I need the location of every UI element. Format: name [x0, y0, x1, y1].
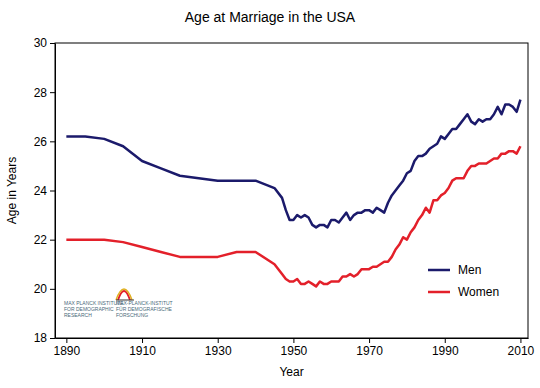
- x-tick: 1910: [129, 338, 156, 358]
- y-tick-label: 28: [34, 86, 48, 100]
- x-tick-mark: [520, 338, 521, 343]
- y-tick: 24: [34, 184, 55, 198]
- logo: MAX PLANCK INSTITUTEFOR DEMOGRAPHICRESEA…: [64, 289, 173, 318]
- x-tick-mark: [142, 338, 143, 343]
- y-tick-mark: [50, 338, 55, 339]
- y-tick: 26: [34, 135, 55, 149]
- x-tick-mark: [445, 338, 446, 343]
- logo-icon: [116, 289, 132, 300]
- y-tick: 22: [34, 233, 55, 247]
- x-tick-label: 1890: [54, 344, 81, 358]
- y-tick: 30: [34, 36, 55, 50]
- legend-swatch: [428, 291, 450, 294]
- x-tick-mark: [218, 338, 219, 343]
- y-tick: 28: [34, 86, 55, 100]
- x-tick: 1930: [205, 338, 232, 358]
- y-tick-label: 24: [34, 184, 48, 198]
- y-tick-mark: [50, 141, 55, 142]
- y-tick: 18: [34, 331, 55, 345]
- y-axis-title: Age in Years: [5, 157, 19, 224]
- x-tick: 1950: [281, 338, 308, 358]
- y-tick-label: 20: [34, 282, 48, 296]
- y-tick-label: 26: [34, 135, 48, 149]
- y-tick-mark: [50, 240, 55, 241]
- line-series: [66, 146, 520, 286]
- y-tick-mark: [50, 92, 55, 93]
- x-tick-mark: [66, 338, 67, 343]
- line-series: [66, 100, 520, 228]
- x-tick-label: 2010: [508, 344, 535, 358]
- x-tick-label: 1970: [356, 344, 383, 358]
- y-tick-label: 18: [34, 331, 48, 345]
- x-tick-label: 1910: [129, 344, 156, 358]
- legend-swatch: [428, 269, 450, 272]
- legend-label: Men: [458, 263, 481, 277]
- plot-frame: [55, 43, 528, 338]
- x-tick-mark: [293, 338, 294, 343]
- chart: Age at Marriage in the USA Year Age in Yea…: [0, 0, 540, 388]
- x-tick: 2010: [508, 338, 535, 358]
- y-tick-mark: [50, 191, 55, 192]
- x-tick: 1890: [54, 338, 81, 358]
- logo-text: FORSCHUNG: [116, 312, 148, 318]
- title: Age at Marriage in the USA: [185, 9, 356, 25]
- logo-text: RESEARCH: [64, 312, 92, 318]
- legend: Men Women: [428, 263, 499, 299]
- x-tick: 1970: [356, 338, 383, 358]
- y-tick-label: 30: [34, 36, 48, 50]
- x-tick-label: 1930: [205, 344, 232, 358]
- y-tick-mark: [50, 289, 55, 290]
- legend-label: Women: [458, 285, 499, 299]
- y-tick: 20: [34, 282, 55, 296]
- x-tick-mark: [369, 338, 370, 343]
- x-axis: 1890 1910 1930 1950 1970 1990 2010: [54, 338, 535, 358]
- x-tick-label: 1990: [432, 344, 459, 358]
- x-tick: 1990: [432, 338, 459, 358]
- y-tick-label: 22: [34, 233, 48, 247]
- x-axis-title: Year: [279, 365, 303, 379]
- plot-area: [66, 100, 520, 287]
- y-axis: 18 20 22 24 26 28 30: [34, 36, 56, 345]
- y-tick-mark: [50, 43, 55, 44]
- x-tick-label: 1950: [281, 344, 308, 358]
